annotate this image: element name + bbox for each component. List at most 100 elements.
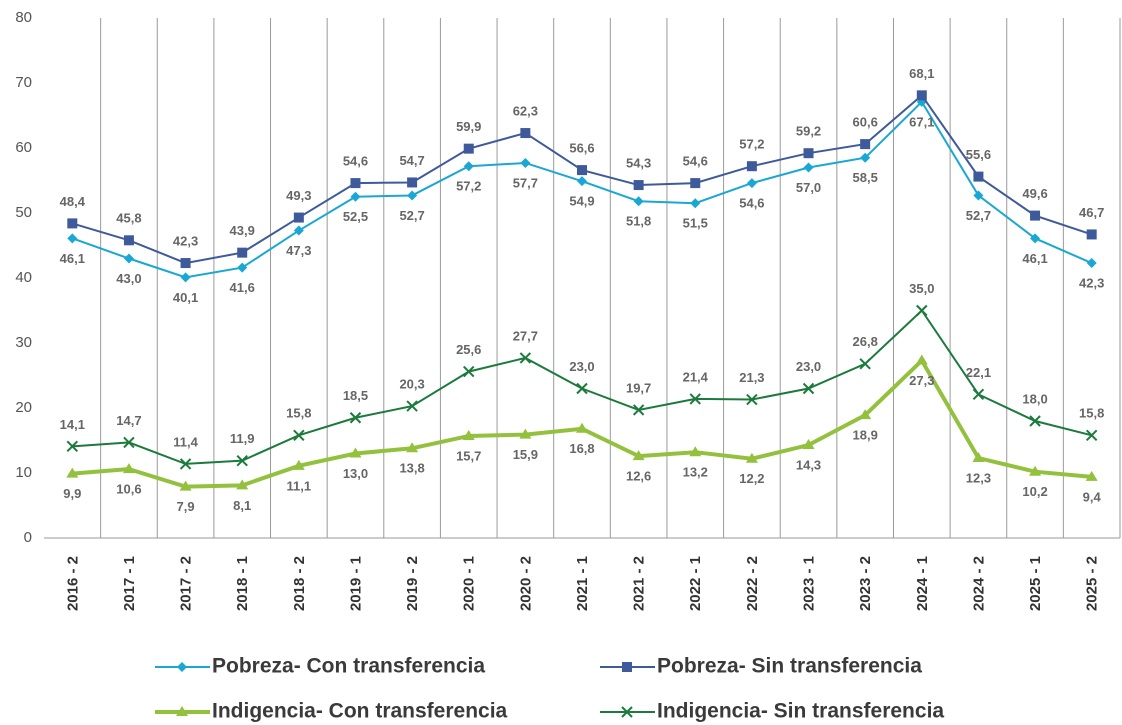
data-label: 11,9 — [230, 431, 255, 446]
data-label: 56,6 — [569, 141, 594, 156]
y-tick-label: 10 — [15, 464, 32, 481]
marker — [406, 442, 419, 453]
marker — [860, 152, 871, 163]
data-label: 62,3 — [513, 103, 538, 118]
y-tick-label: 0 — [24, 529, 32, 546]
data-label: 20,3 — [399, 376, 424, 391]
x-tick-label: 2023 - 2 — [857, 556, 874, 611]
data-label: 67,1 — [909, 114, 934, 129]
series: 48,4 45,8 42,3 43,9 49,3 54,6 54,7 59,9 62,3 56,6… — [60, 66, 1104, 269]
marker — [577, 176, 587, 187]
marker — [180, 272, 191, 283]
series-line — [71, 100, 1093, 279]
marker — [746, 393, 758, 406]
marker — [67, 233, 78, 244]
marker — [462, 429, 475, 440]
data-label: 15,8 — [1079, 406, 1104, 421]
marker — [1085, 470, 1098, 481]
data-label: 58,5 — [853, 170, 878, 185]
marker — [293, 429, 305, 442]
data-label: 52,7 — [399, 208, 424, 223]
data-label: 54,6 — [683, 154, 708, 169]
marker — [859, 358, 871, 370]
data-label: 52,5 — [343, 209, 368, 224]
marker — [122, 463, 135, 474]
data-label: 21,3 — [739, 370, 764, 385]
legend-entry: Indigencia- Con transferencia — [155, 700, 508, 723]
marker — [177, 662, 187, 672]
data-label: 27,7 — [513, 328, 538, 343]
marker — [633, 196, 644, 207]
data-label: 54,7 — [399, 153, 424, 168]
data-label: 59,9 — [456, 119, 481, 134]
marker — [576, 382, 588, 395]
marker — [973, 171, 984, 182]
x-tick-label: 2020 - 2 — [517, 556, 534, 611]
marker — [746, 178, 757, 189]
data-label: 57,0 — [796, 180, 821, 195]
x-tick-label: 2023 - 1 — [800, 556, 817, 611]
marker — [802, 439, 815, 450]
marker — [859, 409, 872, 420]
x-tick-label: 2019 - 1 — [347, 556, 364, 611]
marker — [463, 365, 475, 378]
data-label: 13,2 — [683, 465, 708, 480]
marker — [176, 706, 188, 716]
marker — [237, 262, 248, 273]
series: 14,1 14,7 11,4 11,9 15,8 18,5 20,3 25,6 27,7 23,0… — [60, 281, 1104, 470]
data-label: 54,6 — [739, 196, 764, 211]
marker — [179, 458, 192, 470]
marker — [407, 177, 418, 188]
data-label: 60,6 — [853, 115, 878, 130]
marker — [519, 352, 532, 364]
marker — [1085, 429, 1098, 442]
y-tick-label: 20 — [15, 399, 32, 416]
x-tick-label: 2021 - 2 — [631, 556, 648, 611]
marker — [520, 128, 531, 139]
data-label: 19,7 — [626, 380, 651, 395]
data-label: 43,9 — [230, 223, 255, 238]
x-tick-label: 2017 - 2 — [178, 556, 195, 611]
marker — [180, 258, 191, 269]
data-label: 10,2 — [1022, 484, 1047, 499]
data-label: 43,0 — [116, 271, 141, 286]
x-tick-label: 2018 - 2 — [291, 556, 308, 611]
marker — [349, 412, 362, 424]
data-label: 12,6 — [626, 469, 651, 484]
x-tick-label: 2025 - 1 — [1027, 556, 1044, 611]
marker — [123, 253, 134, 264]
marker — [292, 459, 305, 470]
marker — [349, 447, 362, 458]
data-label: 18,9 — [853, 428, 878, 443]
marker — [1086, 229, 1097, 240]
data-label: 35,0 — [909, 281, 934, 296]
x-tick-label: 2022 - 1 — [687, 556, 704, 611]
marker — [576, 422, 588, 433]
data-label: 57,7 — [513, 175, 538, 190]
marker — [1030, 210, 1041, 221]
marker — [463, 161, 474, 172]
data-label: 40,1 — [173, 290, 198, 305]
marker — [689, 446, 702, 457]
data-label: 45,8 — [116, 211, 141, 226]
marker — [633, 180, 644, 191]
data-label: 49,3 — [286, 188, 311, 203]
marker — [803, 148, 814, 159]
x-tick-label: 2024 - 1 — [914, 556, 931, 611]
data-label: 68,1 — [909, 66, 934, 81]
data-label: 16,8 — [569, 441, 594, 456]
data-label: 25,6 — [456, 342, 481, 357]
marker — [293, 212, 304, 223]
x-tick-label: 2025 - 2 — [1084, 556, 1101, 611]
y-tick-label: 40 — [15, 269, 32, 286]
marker — [67, 218, 78, 229]
data-label: 12,3 — [966, 470, 991, 485]
marker — [916, 304, 928, 317]
x-tick-label: 2017 - 1 — [121, 556, 138, 611]
data-label: 57,2 — [739, 137, 764, 152]
legend-entry: Pobreza- Sin transferencia — [600, 655, 922, 678]
y-tick-label: 70 — [15, 74, 32, 91]
data-label: 9,9 — [63, 486, 81, 501]
data-label: 47,3 — [286, 243, 311, 258]
